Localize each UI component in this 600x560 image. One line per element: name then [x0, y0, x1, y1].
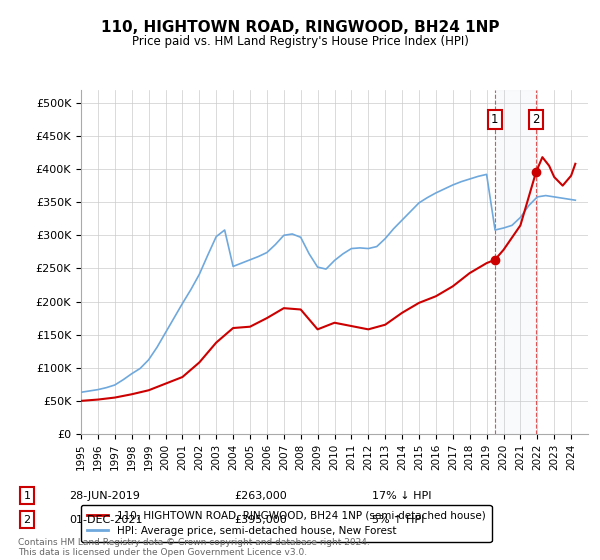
Text: 5% ↑ HPI: 5% ↑ HPI — [372, 515, 424, 525]
Text: Contains HM Land Registry data © Crown copyright and database right 2024.
This d: Contains HM Land Registry data © Crown c… — [18, 538, 370, 557]
Bar — [495, 90, 536, 434]
Text: 110, HIGHTOWN ROAD, RINGWOOD, BH24 1NP: 110, HIGHTOWN ROAD, RINGWOOD, BH24 1NP — [101, 20, 499, 35]
Text: Price paid vs. HM Land Registry's House Price Index (HPI): Price paid vs. HM Land Registry's House … — [131, 35, 469, 48]
Text: 1: 1 — [491, 113, 499, 126]
Text: 28-JUN-2019: 28-JUN-2019 — [69, 491, 140, 501]
Text: £263,000: £263,000 — [234, 491, 287, 501]
Text: £395,000: £395,000 — [234, 515, 287, 525]
Text: 2: 2 — [23, 515, 31, 525]
Legend: 110, HIGHTOWN ROAD, RINGWOOD, BH24 1NP (semi-detached house), HPI: Average price: 110, HIGHTOWN ROAD, RINGWOOD, BH24 1NP (… — [81, 505, 491, 542]
Text: 17% ↓ HPI: 17% ↓ HPI — [372, 491, 431, 501]
Text: 2: 2 — [532, 113, 539, 126]
Text: 1: 1 — [23, 491, 31, 501]
Text: 01-DEC-2021: 01-DEC-2021 — [69, 515, 143, 525]
